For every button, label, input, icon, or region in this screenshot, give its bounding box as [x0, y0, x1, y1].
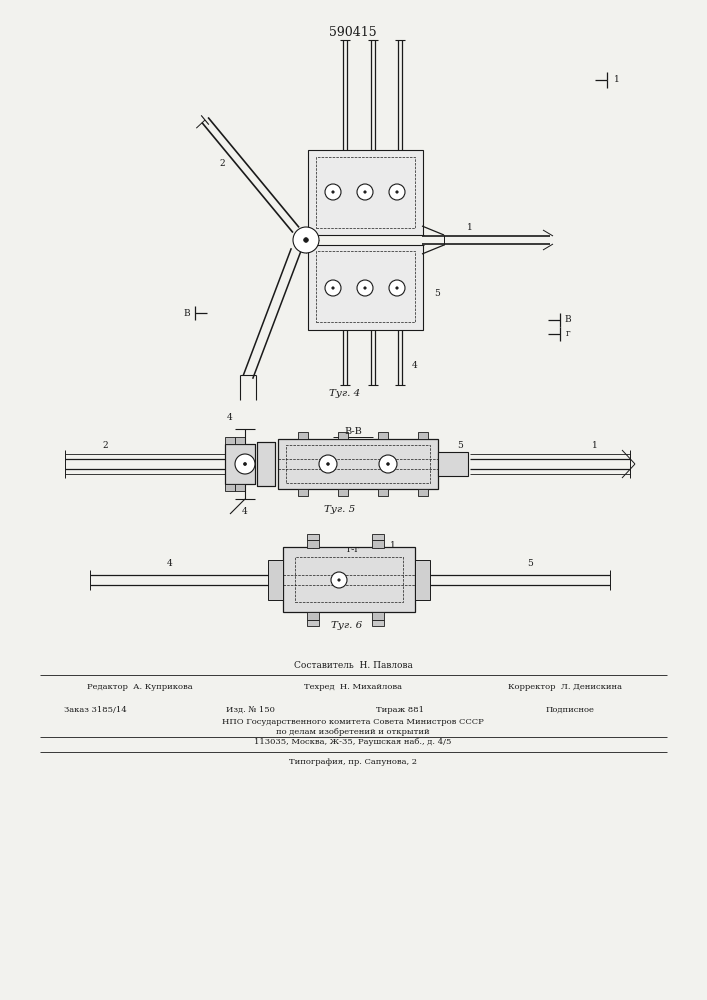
Text: Тираж 881: Тираж 881 [376, 706, 424, 714]
Text: Типография, пр. Сапунова, 2: Типография, пр. Сапунова, 2 [289, 758, 417, 766]
Circle shape [379, 455, 397, 473]
Bar [268, 560, 283, 600]
Text: Изд. № 150: Изд. № 150 [226, 706, 274, 714]
Text: Τуг. 4: Τуг. 4 [329, 389, 361, 398]
Text: 113035, Москва, Ж-35, Раушская наб., д. 4/5: 113035, Москва, Ж-35, Раушская наб., д. … [255, 738, 452, 746]
Text: 4: 4 [242, 508, 248, 516]
Text: B: B [184, 308, 190, 318]
Circle shape [304, 238, 308, 242]
Circle shape [396, 287, 398, 289]
Bar [283, 547, 415, 612]
Bar [307, 612, 319, 620]
Text: 1: 1 [614, 76, 620, 85]
Text: 4: 4 [227, 414, 233, 422]
Bar [298, 489, 308, 496]
Bar [372, 612, 384, 620]
Text: Корректор  Л. Денискина: Корректор Л. Денискина [508, 683, 622, 691]
Text: 5: 5 [457, 442, 463, 450]
Circle shape [332, 287, 334, 289]
Circle shape [389, 280, 405, 296]
Text: 5: 5 [434, 290, 440, 298]
Bar [298, 432, 308, 439]
Text: 2: 2 [103, 442, 107, 450]
Bar [378, 489, 388, 496]
Bar [338, 489, 348, 496]
Text: по делам изобретений и открытий: по делам изобретений и открытий [276, 728, 430, 736]
Bar [225, 444, 255, 484]
Circle shape [364, 191, 366, 193]
Text: Заказ 3185/14: Заказ 3185/14 [64, 706, 127, 714]
Text: 4: 4 [412, 360, 418, 369]
Bar [278, 439, 438, 489]
Text: 4: 4 [167, 560, 173, 568]
Text: Τуг. 6: Τуг. 6 [332, 620, 363, 630]
Text: Τуг. 5: Τуг. 5 [325, 506, 356, 514]
Circle shape [364, 287, 366, 289]
Bar [308, 245, 423, 330]
Bar [418, 489, 428, 496]
Circle shape [338, 579, 340, 581]
Bar [415, 560, 430, 600]
Circle shape [357, 280, 373, 296]
Bar [257, 442, 275, 486]
Text: Составитель  Н. Павлова: Составитель Н. Павлова [293, 660, 412, 670]
Text: г: г [566, 330, 571, 338]
Bar [372, 534, 384, 540]
Circle shape [357, 184, 373, 200]
Bar [225, 437, 235, 444]
Bar [438, 452, 468, 476]
Bar [286, 445, 430, 483]
Bar [295, 557, 403, 602]
Text: B-B: B-B [344, 428, 362, 436]
Bar [316, 251, 415, 322]
Bar [307, 620, 319, 626]
Text: Редактор  А. Куприкова: Редактор А. Куприкова [87, 683, 193, 691]
Bar [378, 432, 388, 439]
Bar [235, 484, 245, 491]
Bar [372, 540, 384, 548]
Text: НПО Государственного комитета Совета Министров СССР: НПО Государственного комитета Совета Мин… [222, 718, 484, 726]
Text: г-г: г-г [346, 546, 360, 554]
Text: Техред  Н. Михайлова: Техред Н. Михайлова [304, 683, 402, 691]
Text: 1: 1 [592, 442, 598, 450]
Text: Подписное: Подписное [546, 706, 595, 714]
Circle shape [387, 463, 390, 465]
Bar [307, 534, 319, 540]
Bar [225, 484, 235, 491]
Text: B: B [565, 316, 571, 324]
Circle shape [327, 463, 329, 465]
Circle shape [243, 462, 247, 466]
Text: 5: 5 [527, 560, 533, 568]
Circle shape [331, 572, 347, 588]
Circle shape [332, 191, 334, 193]
Bar [307, 540, 319, 548]
Text: 590415: 590415 [329, 26, 377, 39]
Text: 1: 1 [467, 223, 473, 232]
Bar [372, 620, 384, 626]
Bar [338, 432, 348, 439]
Bar [418, 432, 428, 439]
Text: 2: 2 [219, 159, 225, 168]
Text: 1: 1 [390, 540, 396, 550]
Circle shape [325, 280, 341, 296]
Bar [225, 444, 255, 484]
Bar [308, 150, 423, 235]
Circle shape [396, 191, 398, 193]
Circle shape [319, 455, 337, 473]
Bar [257, 442, 275, 486]
Circle shape [389, 184, 405, 200]
Circle shape [235, 454, 255, 474]
Bar [316, 157, 415, 228]
Circle shape [293, 227, 319, 253]
Circle shape [325, 184, 341, 200]
Bar [235, 437, 245, 444]
